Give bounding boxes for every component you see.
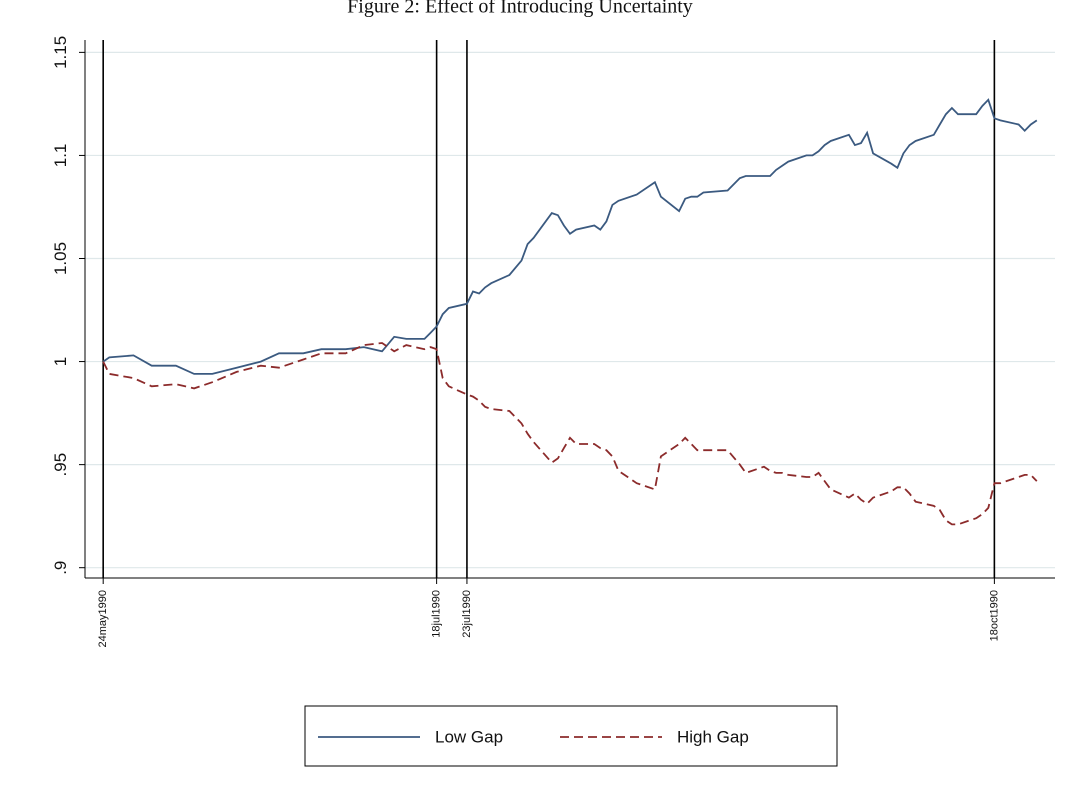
y-tick-label: .9 [51, 561, 70, 575]
x-tick-label: 18jul1990 [431, 590, 443, 638]
chart-title: Figure 2: Effect of Introducing Uncertai… [347, 0, 693, 18]
x-tick-label: 18oct1990 [988, 590, 1000, 641]
legend-label: Low Gap [435, 727, 503, 746]
legend-label: High Gap [677, 727, 749, 746]
series-line [102, 342, 1038, 526]
y-tick-label: .95 [51, 453, 70, 477]
y-tick-label: 1.1 [51, 144, 70, 168]
y-tick-label: 1 [51, 357, 70, 366]
x-tick-label: 23jul1990 [461, 590, 473, 638]
legend-box [304, 705, 838, 767]
legend: Low Gap High Gap [304, 705, 838, 767]
x-tick-label: 24may1990 [97, 590, 109, 648]
y-tick-label: 1.15 [51, 36, 70, 69]
y-tick-label: 1.05 [51, 242, 70, 275]
series-line [102, 98, 1038, 375]
